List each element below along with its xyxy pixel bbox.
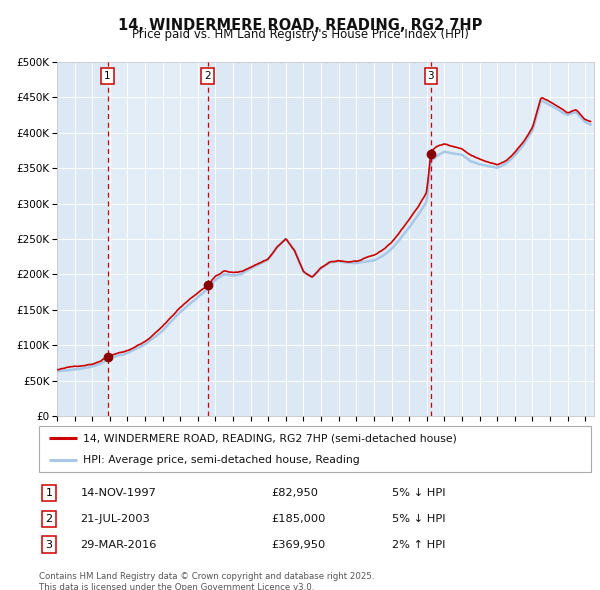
Text: 29-MAR-2016: 29-MAR-2016 — [80, 540, 157, 549]
Text: £82,950: £82,950 — [271, 489, 318, 498]
Text: Price paid vs. HM Land Registry's House Price Index (HPI): Price paid vs. HM Land Registry's House … — [131, 28, 469, 41]
Text: 2% ↑ HPI: 2% ↑ HPI — [392, 540, 446, 549]
FancyBboxPatch shape — [39, 426, 591, 472]
Text: 5% ↓ HPI: 5% ↓ HPI — [392, 514, 446, 524]
Text: 3: 3 — [428, 71, 434, 81]
Bar — [107, 62, 208, 416]
Text: 14-NOV-1997: 14-NOV-1997 — [80, 489, 156, 498]
Text: HPI: Average price, semi-detached house, Reading: HPI: Average price, semi-detached house,… — [83, 454, 360, 464]
Text: 2: 2 — [204, 71, 211, 81]
Text: Contains HM Land Registry data © Crown copyright and database right 2025.
This d: Contains HM Land Registry data © Crown c… — [39, 572, 374, 590]
Bar — [208, 62, 431, 416]
Text: 5% ↓ HPI: 5% ↓ HPI — [392, 489, 446, 498]
Text: 14, WINDERMERE ROAD, READING, RG2 7HP: 14, WINDERMERE ROAD, READING, RG2 7HP — [118, 18, 482, 32]
Text: 2: 2 — [46, 514, 52, 524]
Text: £185,000: £185,000 — [271, 514, 325, 524]
Text: 21-JUL-2003: 21-JUL-2003 — [80, 514, 150, 524]
Bar — [57, 62, 107, 416]
Text: 1: 1 — [104, 71, 111, 81]
Text: 14, WINDERMERE ROAD, READING, RG2 7HP (semi-detached house): 14, WINDERMERE ROAD, READING, RG2 7HP (s… — [83, 434, 457, 444]
Text: 1: 1 — [46, 489, 52, 498]
Text: 3: 3 — [46, 540, 52, 549]
Text: £369,950: £369,950 — [271, 540, 325, 549]
Bar — [431, 62, 594, 416]
